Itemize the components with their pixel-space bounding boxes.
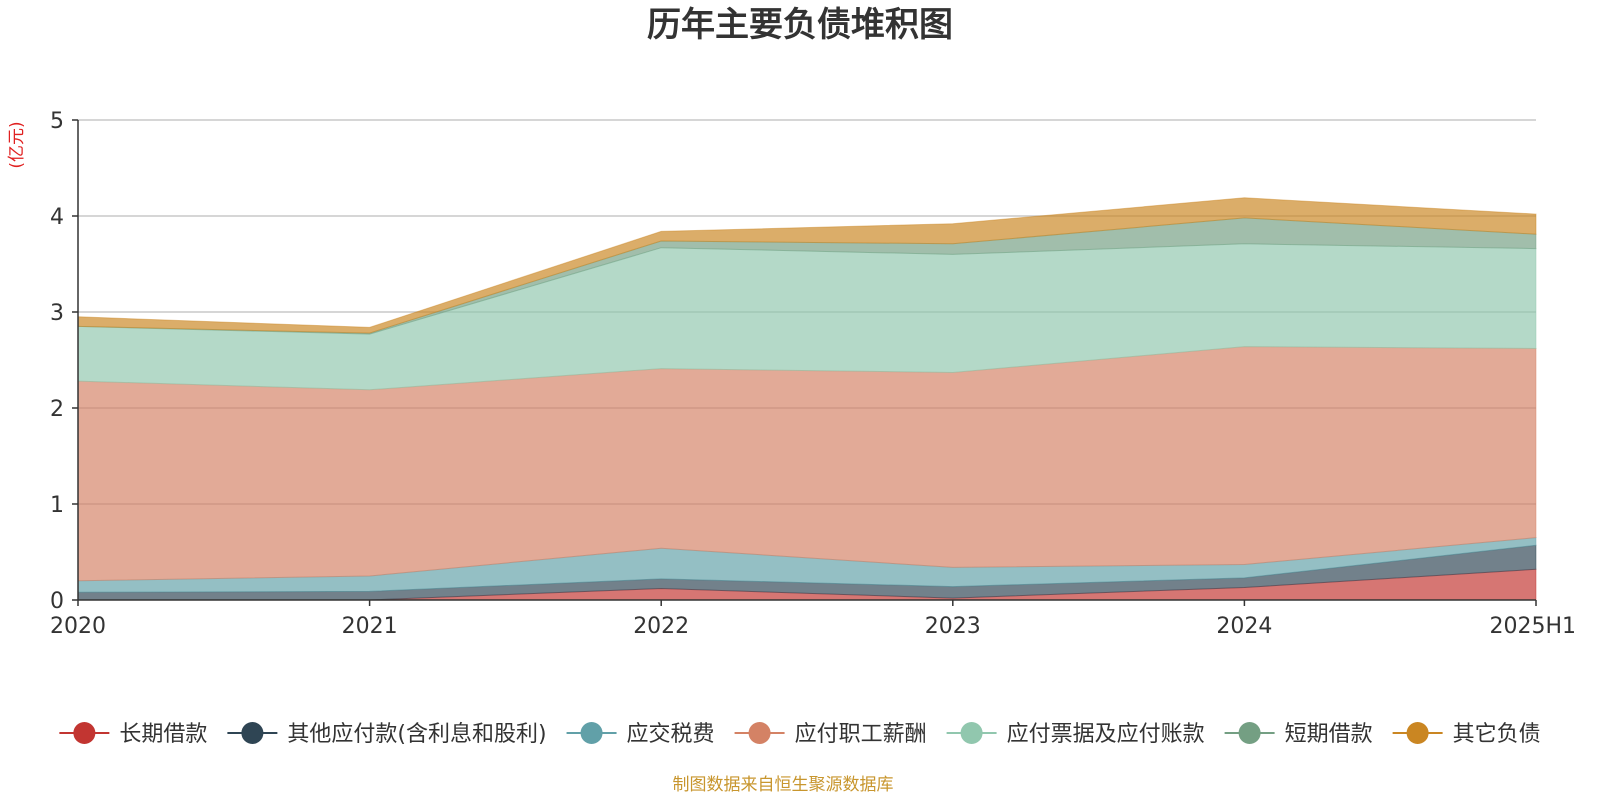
y-tick-label: 2	[50, 397, 64, 422]
legend-marker-icon	[1406, 722, 1429, 744]
chart-title: 历年主要负债堆积图	[647, 5, 953, 45]
legend-item-6: 其它负债	[1392, 722, 1541, 747]
legend-label: 其它负债	[1453, 722, 1541, 747]
legend-marker-icon	[748, 722, 771, 744]
area-series-6	[77, 197, 1537, 334]
legend-item-1: 其他应付款(含利息和股利)	[227, 722, 547, 747]
y-tick-label: 3	[50, 301, 64, 326]
legend-item-0: 长期借款	[59, 722, 207, 747]
y-tick-label: 4	[50, 205, 64, 230]
legend-marker-icon	[960, 722, 983, 744]
legend-marker-icon	[1238, 722, 1261, 744]
data-source-note: 制图数据来自恒生聚源数据库	[673, 775, 894, 795]
legend-item-5: 短期借款	[1224, 722, 1373, 747]
legend-label: 应交税费	[627, 722, 715, 747]
legend-label: 其他应付款(含利息和股利)	[287, 722, 546, 747]
legend: 长期借款 其他应付款(含利息和股利) 应交税费 应付职工薪酬 应付票据及应付账款 短期借款…	[59, 722, 1541, 747]
legend-item-2: 应交税费	[566, 722, 715, 747]
area-series	[77, 197, 1537, 601]
legend-label: 应付票据及应付账款	[1007, 722, 1205, 747]
y-axis-unit-label: (亿元)	[7, 121, 27, 168]
legend-marker-icon	[73, 722, 96, 744]
legend-marker-icon	[241, 722, 264, 744]
x-tick-label: 2023	[925, 614, 981, 639]
legend-label: 短期借款	[1285, 722, 1373, 747]
axes: 0 1 2 3 4 5 2020 2021 2022 2023 2024 2025H1	[50, 109, 1576, 639]
x-tick-label: 2025H1	[1489, 614, 1576, 639]
y-tick-label: 5	[50, 109, 64, 134]
x-tick-label: 2024	[1216, 614, 1272, 639]
x-tick-label: 2021	[342, 614, 398, 639]
x-tick-label: 2022	[633, 614, 689, 639]
legend-label: 应付职工薪酬	[795, 722, 927, 747]
legend-item-3: 应付职工薪酬	[734, 722, 927, 747]
y-tick-label: 0	[50, 589, 64, 614]
legend-label: 长期借款	[119, 722, 207, 747]
x-tick-label: 2020	[50, 614, 106, 639]
y-tick-label: 1	[50, 493, 64, 518]
legend-item-4: 应付票据及应付账款	[946, 722, 1205, 747]
legend-marker-icon	[580, 722, 603, 744]
